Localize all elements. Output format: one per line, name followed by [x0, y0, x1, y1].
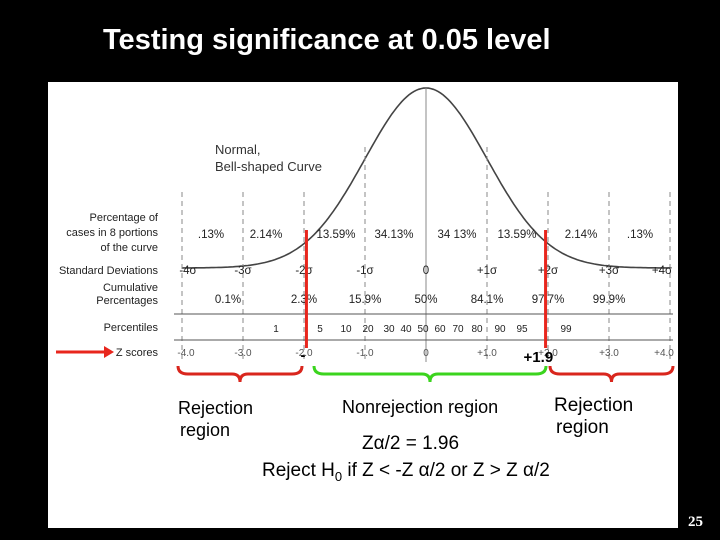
zscore-row-label: Z scores [116, 347, 159, 359]
slide-title: Testing significance at 0.05 level [103, 24, 551, 56]
percentile-label: 10 [340, 324, 352, 335]
std-dev-row-label: Standard Deviations [59, 265, 159, 277]
percentage-row-label: cases in 8 portions [66, 227, 158, 239]
percentiles-row-label: Percentiles [104, 322, 159, 334]
left-rejection-brace [176, 365, 304, 383]
std-dev-label: +3σ [599, 265, 619, 277]
portion-percentage: 2.14% [250, 229, 283, 241]
percentile-label: 50 [417, 324, 429, 335]
left-rejection-label: Rejection region [178, 397, 253, 441]
cumulative-row-label: Cumulative [103, 282, 158, 294]
nonrejection-brace [312, 365, 548, 383]
cumulative-label: 84.1% [471, 294, 504, 306]
cumulative-label: 97.7% [532, 294, 565, 306]
right-rejection-brace [548, 365, 675, 383]
percentile-label: 60 [434, 324, 446, 335]
cumulative-row-label: Percentages [96, 295, 158, 307]
zscore-label: 0 [423, 348, 429, 359]
cumulative-label: 15.9% [349, 294, 382, 306]
portion-percentage: .13% [198, 229, 224, 241]
zscore-label: +4.0 [654, 348, 674, 359]
percentile-label: 70 [452, 324, 464, 335]
std-dev-label: +4σ [652, 265, 672, 277]
reject-rule-suffix: if Z < -Z α/2 or Z > Z α/2 [342, 460, 550, 481]
portion-percentage: 2.14% [565, 229, 598, 241]
right-rejection-line2: region [556, 417, 609, 438]
percentile-label: 90 [494, 324, 506, 335]
right-rejection-label: Rejection region [554, 395, 633, 439]
percentage-row-label: Percentage of [90, 212, 159, 224]
std-dev-label: +1σ [477, 265, 497, 277]
right-critical-value: +1.9 [524, 349, 554, 366]
std-dev-label: -4σ [179, 265, 196, 277]
reject-rule-subscript: 0 [334, 468, 343, 484]
curve-title: Bell-shaped Curve [215, 159, 322, 174]
percentile-label: 95 [516, 324, 528, 335]
left-rejection-line1: Rejection [178, 398, 254, 418]
cumulative-label: 0.1% [215, 294, 241, 306]
cumulative-label: 99.9% [593, 294, 626, 306]
slide-number: 25 [688, 514, 703, 530]
zscore-label: +3.0 [599, 348, 619, 359]
zscore-label: -3.0 [234, 348, 252, 359]
zscore-arrow-head [104, 346, 114, 358]
portion-percentage: 13.59% [316, 229, 355, 241]
portion-percentage: 34 13% [437, 229, 476, 241]
zscore-label: -4.0 [177, 348, 195, 359]
percentage-row-label: of the curve [101, 242, 158, 254]
percentile-label: 99 [560, 324, 572, 335]
portion-percentage: 13.59% [497, 229, 536, 241]
cumulative-label: 50% [414, 294, 437, 306]
std-dev-label: -1σ [356, 265, 373, 277]
zscore-label: +2.0 [538, 348, 558, 359]
zscore-label: +1.0 [477, 348, 497, 359]
critical-formula: Zα/2 = 1.96 [362, 433, 460, 454]
nonrejection-label: Nonrejection region [342, 397, 499, 417]
percentile-label: 1 [273, 324, 279, 335]
left-rejection-line2: region [180, 420, 231, 440]
zscore-label: -2.0 [295, 348, 313, 359]
std-dev-label: -3σ [234, 265, 251, 277]
left-critical-value: - [300, 347, 305, 364]
std-dev-label: 0 [423, 265, 429, 277]
curve-title: Normal, [215, 142, 261, 157]
reject-rule: Reject H0 if Z < -Z α/2 or Z > Z α/2 [262, 460, 550, 484]
percentile-label: 20 [362, 324, 374, 335]
percentile-label: 5 [317, 324, 323, 335]
std-dev-label: -2σ [295, 265, 312, 277]
cumulative-label: 2.3% [291, 294, 317, 306]
portion-percentage: .13% [627, 229, 653, 241]
percentile-label: 40 [400, 324, 412, 335]
portion-percentage: 34.13% [374, 229, 413, 241]
percentile-label: 80 [471, 324, 483, 335]
zscore-label: -1.0 [356, 348, 374, 359]
reject-rule-prefix: Reject H [262, 460, 335, 481]
right-rejection-line1: Rejection [554, 395, 634, 416]
std-dev-label: +2σ [538, 265, 558, 277]
percentile-label: 30 [383, 324, 395, 335]
diagram-panel: Percentage of cases in 8 portions of the c… [48, 82, 678, 528]
normal-curve-diagram: Percentage of cases in 8 portions of the c… [56, 87, 675, 383]
